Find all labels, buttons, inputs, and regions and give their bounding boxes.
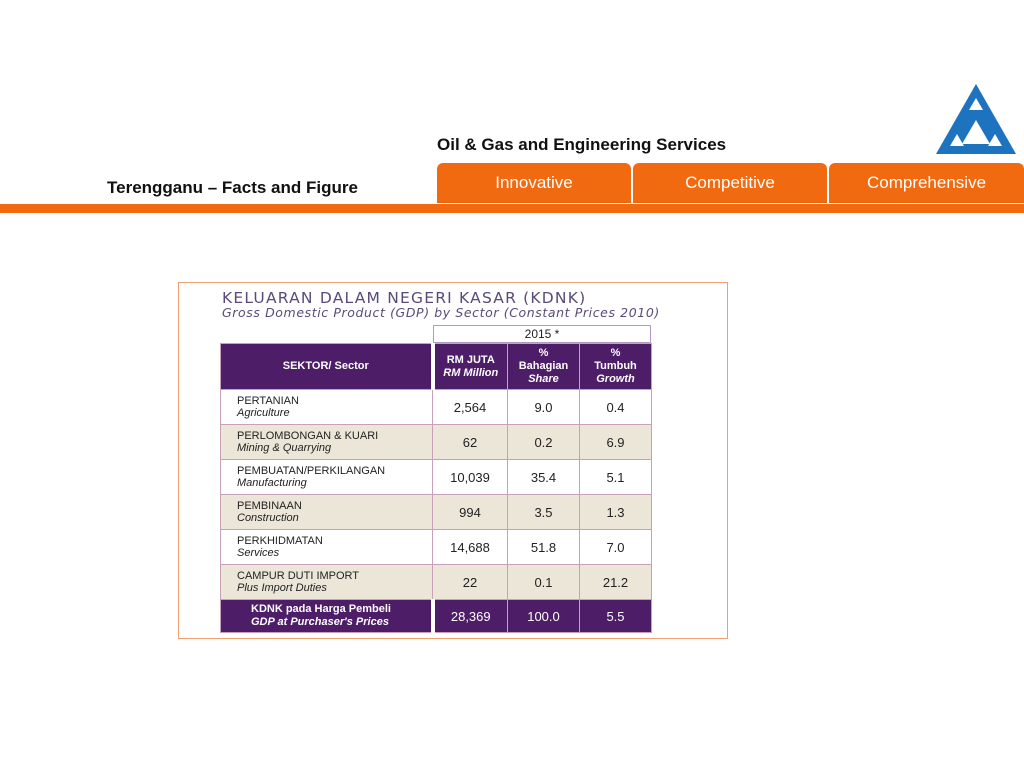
share-cell: 0.2 (507, 424, 580, 460)
rm-cell: 22 (432, 564, 508, 600)
sector-cell: CAMPUR DUTI IMPORT Plus Import Duties (220, 564, 433, 600)
share-cell: 0.1 (507, 564, 580, 600)
growth-cell: 1.3 (579, 494, 652, 530)
header-rm-million: RM JUTA RM Million (432, 343, 508, 390)
share-cell: 9.0 (507, 389, 580, 425)
growth-cell: 6.9 (579, 424, 652, 460)
header-sector: SEKTOR/ Sector (220, 343, 435, 390)
growth-cell: 5.1 (579, 459, 652, 495)
rm-cell: 62 (432, 424, 508, 460)
page-title: Terengganu – Facts and Figure (107, 178, 358, 197)
table-total-row: KDNK pada Harga Pembeli GDP at Purchaser'… (220, 599, 652, 633)
total-share-cell: 100.0 (507, 599, 580, 633)
rm-cell: 994 (432, 494, 508, 530)
rm-cell: 10,039 (432, 459, 508, 495)
share-cell: 51.8 (507, 529, 580, 565)
share-cell: 35.4 (507, 459, 580, 495)
table-header-row: SEKTOR/ Sector RM JUTA RM Million % Bahagi… (220, 343, 652, 390)
table-row: PEMBINAAN Construction 994 3.5 1.3 (220, 494, 652, 530)
table-row: PERLOMBONGAN & KUARI Mining & Quarrying 6… (220, 424, 652, 460)
sector-cell: PEMBINAAN Construction (220, 494, 433, 530)
slide-header-title: Oil & Gas and Engineering Services (437, 135, 727, 154)
header-divider (0, 204, 1024, 213)
sector-cell: PEMBUATAN/PERKILANGAN Manufacturing (220, 459, 433, 495)
gdp-table: SEKTOR/ Sector RM JUTA RM Million % Bahagi… (220, 343, 652, 633)
header-growth: % Tumbuh Growth (579, 343, 652, 390)
year-label: 2015 * (433, 325, 651, 343)
tab-innovative[interactable]: Innovative (437, 163, 631, 203)
table-row: PERTANIAN Agriculture 2,564 9.0 0.4 (220, 389, 652, 425)
share-cell: 3.5 (507, 494, 580, 530)
total-label-cell: KDNK pada Harga Pembeli GDP at Purchaser'… (220, 599, 435, 633)
sector-cell: PERKHIDMATAN Services (220, 529, 433, 565)
growth-cell: 7.0 (579, 529, 652, 565)
table-row: PEMBUATAN/PERKILANGAN Manufacturing 10,03… (220, 459, 652, 495)
rm-cell: 14,688 (432, 529, 508, 565)
growth-cell: 0.4 (579, 389, 652, 425)
total-rm-cell: 28,369 (432, 599, 508, 633)
header-share: % Bahagian Share (507, 343, 580, 390)
tab-competitive[interactable]: Competitive (633, 163, 827, 203)
table-title: KELUARAN DALAM NEGERI KASAR (KDNK) (222, 289, 587, 307)
table-row: CAMPUR DUTI IMPORT Plus Import Duties 22 … (220, 564, 652, 600)
sector-cell: PERLOMBONGAN & KUARI Mining & Quarrying (220, 424, 433, 460)
table-subtitle: Gross Domestic Product (GDP) by Sector (… (222, 305, 660, 320)
sector-cell: PERTANIAN Agriculture (220, 389, 433, 425)
growth-cell: 21.2 (579, 564, 652, 600)
company-logo-icon (936, 84, 1016, 154)
total-growth-cell: 5.5 (579, 599, 652, 633)
tab-comprehensive[interactable]: Comprehensive (829, 163, 1024, 203)
rm-cell: 2,564 (432, 389, 508, 425)
table-row: PERKHIDMATAN Services 14,688 51.8 7.0 (220, 529, 652, 565)
